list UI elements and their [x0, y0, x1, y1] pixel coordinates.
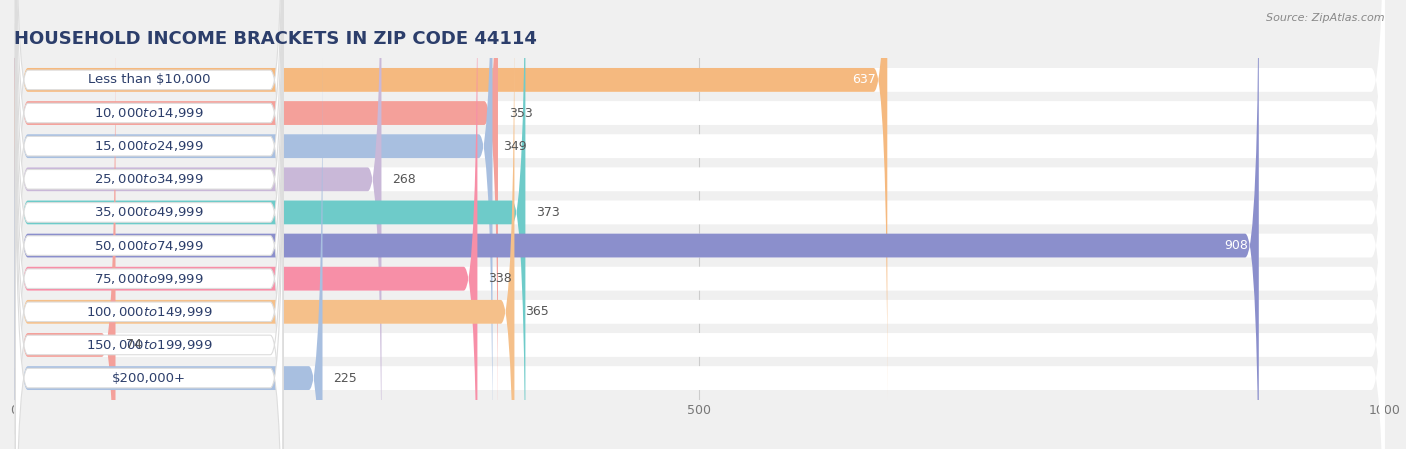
Text: $35,000 to $49,999: $35,000 to $49,999 [94, 206, 204, 220]
Text: $75,000 to $99,999: $75,000 to $99,999 [94, 272, 204, 286]
Text: $100,000 to $149,999: $100,000 to $149,999 [86, 305, 212, 319]
FancyBboxPatch shape [14, 0, 515, 449]
FancyBboxPatch shape [14, 0, 1385, 449]
Text: HOUSEHOLD INCOME BRACKETS IN ZIP CODE 44114: HOUSEHOLD INCOME BRACKETS IN ZIP CODE 44… [14, 31, 537, 48]
FancyBboxPatch shape [15, 0, 283, 401]
FancyBboxPatch shape [14, 0, 887, 399]
FancyBboxPatch shape [14, 0, 498, 432]
Text: 908: 908 [1225, 239, 1249, 252]
FancyBboxPatch shape [15, 0, 283, 449]
FancyBboxPatch shape [15, 0, 283, 368]
Text: 225: 225 [333, 372, 357, 385]
Text: $15,000 to $24,999: $15,000 to $24,999 [94, 139, 204, 153]
FancyBboxPatch shape [15, 23, 283, 449]
FancyBboxPatch shape [14, 59, 322, 449]
FancyBboxPatch shape [15, 57, 283, 449]
FancyBboxPatch shape [14, 0, 526, 449]
FancyBboxPatch shape [14, 0, 381, 449]
FancyBboxPatch shape [14, 0, 1385, 432]
Text: 338: 338 [488, 272, 512, 285]
Text: 637: 637 [852, 73, 876, 86]
FancyBboxPatch shape [14, 0, 1385, 449]
Text: $25,000 to $34,999: $25,000 to $34,999 [94, 172, 204, 186]
FancyBboxPatch shape [14, 26, 1385, 449]
FancyBboxPatch shape [14, 0, 1385, 449]
Text: $10,000 to $14,999: $10,000 to $14,999 [94, 106, 204, 120]
Text: $200,000+: $200,000+ [112, 372, 186, 385]
Text: $50,000 to $74,999: $50,000 to $74,999 [94, 238, 204, 252]
FancyBboxPatch shape [15, 90, 283, 449]
Text: 74: 74 [127, 339, 142, 352]
Text: Source: ZipAtlas.com: Source: ZipAtlas.com [1267, 13, 1385, 23]
Text: 353: 353 [509, 106, 533, 119]
Text: 349: 349 [503, 140, 527, 153]
Text: 365: 365 [526, 305, 550, 318]
Text: 268: 268 [392, 173, 416, 186]
FancyBboxPatch shape [15, 0, 283, 449]
FancyBboxPatch shape [15, 0, 283, 435]
FancyBboxPatch shape [15, 0, 283, 449]
FancyBboxPatch shape [15, 0, 283, 449]
FancyBboxPatch shape [14, 0, 1385, 399]
Text: $150,000 to $199,999: $150,000 to $199,999 [86, 338, 212, 352]
FancyBboxPatch shape [14, 0, 1385, 449]
FancyBboxPatch shape [14, 0, 478, 449]
FancyBboxPatch shape [14, 0, 1385, 449]
FancyBboxPatch shape [14, 0, 1258, 449]
FancyBboxPatch shape [14, 0, 492, 449]
FancyBboxPatch shape [14, 26, 115, 449]
FancyBboxPatch shape [14, 0, 1385, 449]
Text: Less than $10,000: Less than $10,000 [87, 73, 211, 86]
FancyBboxPatch shape [14, 59, 1385, 449]
Text: 373: 373 [536, 206, 560, 219]
